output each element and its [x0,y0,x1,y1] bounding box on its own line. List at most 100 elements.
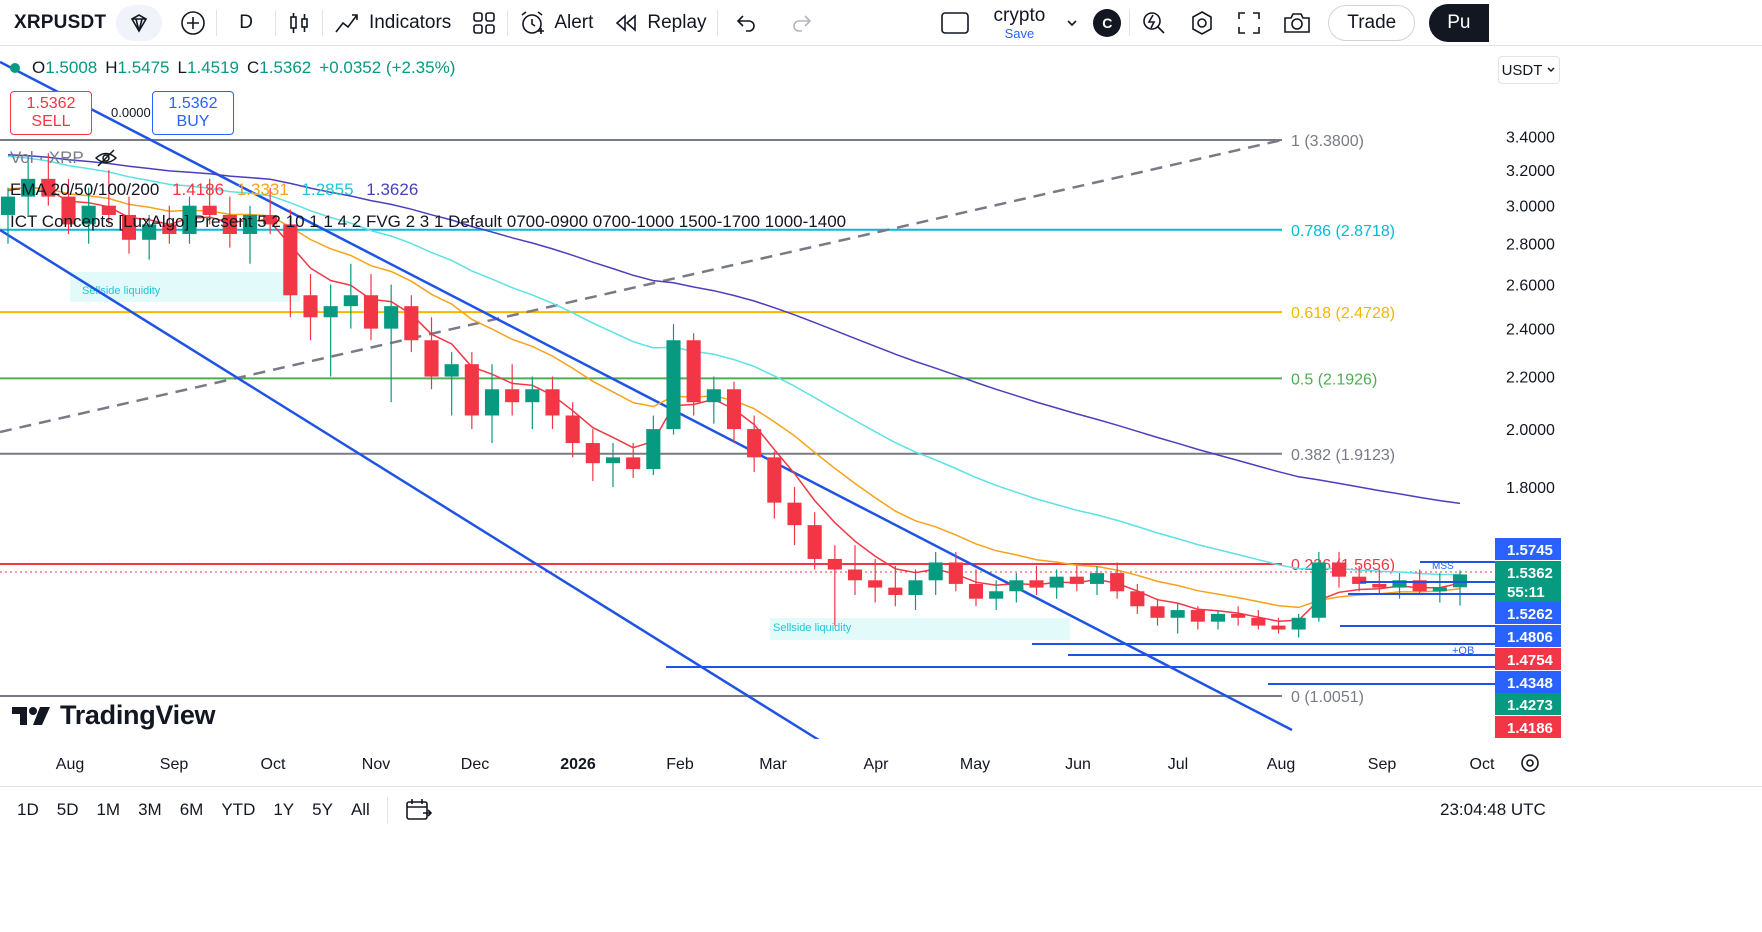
candle-body [686,340,701,403]
time-axis[interactable]: Aug Sep Oct Nov Dec 2026 Feb Mar Apr May Jun Jul Aug… [0,739,1762,785]
trade-button[interactable]: Trade [1328,4,1416,41]
ema200-line [7,154,1461,505]
go-to-date-button[interactable] [396,797,440,823]
candles [0,153,1468,638]
price-tick-label: 3.0000 [1506,199,1555,216]
price-badge [1495,561,1561,583]
candle-body [646,429,661,470]
candle-body [928,562,943,581]
utc-clock[interactable]: 23:04:48 UTC [1440,787,1546,833]
candle-body [1170,610,1185,618]
time-tick-label: Oct [1470,756,1495,773]
clock-time: 23:04:48 UTC [1440,800,1546,819]
price-badge-label: 1.5362 [1507,565,1553,582]
tradingview-logo-icon [12,706,50,725]
candle-body [1432,587,1447,592]
ict-indicator-legend[interactable]: ICT Concepts [LuxAlgo] Present 5 2 10 1 … [10,212,846,232]
candle-body [1251,617,1266,626]
high-value: 1.5475 [117,58,170,77]
indicators-button[interactable]: Indicators [323,0,461,46]
candle-body [384,306,399,329]
volume-indicator-legend[interactable]: Vol · XRP [10,148,118,168]
zone-label: Sellside liquidity [773,622,852,634]
low-value: 1.4519 [186,58,239,77]
alert-label: Alert [554,11,594,33]
eye-off-icon[interactable] [94,148,118,168]
market-status-dot [10,63,20,73]
redo-button[interactable] [774,0,830,46]
price-badge-label: 55:11 [1507,584,1545,601]
candle-body [989,591,1004,599]
candle-body [182,205,197,234]
fib-level-label: 0.618 (2.4728) [1291,305,1395,322]
price-badge [1495,716,1561,738]
candle-body [121,214,137,240]
price-badge [1495,648,1561,670]
price-badge [1495,580,1561,602]
snapshot-button[interactable] [1272,0,1322,46]
fullscreen-button[interactable] [1226,0,1272,46]
currency-selector[interactable]: USDT [1498,56,1560,84]
volume-label: Vol · XRP [10,148,84,167]
candle-body [787,502,802,526]
ict-levels [666,561,1495,685]
range-button-1d[interactable]: 1D [17,799,39,819]
fib-level-label: 0.5 (2.1926) [1291,371,1377,388]
candle-body [323,306,338,318]
candle-body [142,224,157,240]
candle-body [868,580,883,588]
candle-body [888,587,903,595]
trend-lines[interactable] [0,60,1495,744]
range-button-1y[interactable]: 1Y [273,799,295,819]
candle-body [1412,580,1427,592]
candle-body [283,224,298,296]
range-button-6m[interactable]: 6M [179,799,204,819]
range-button-all[interactable]: All [350,799,370,819]
time-tick-label: Jun [1065,756,1091,773]
undo-button[interactable] [718,0,774,46]
user-menu-button[interactable]: C [1085,0,1129,46]
price-tick-label: 2.2000 [1506,370,1555,387]
candle-body [1210,613,1226,622]
price-tick-label: 3.4000 [1506,130,1555,147]
range-button-5y[interactable]: 5Y [312,799,333,819]
price-badge-label: 1.5262 [1507,606,1553,623]
range-button-ytd[interactable]: YTD [221,799,256,819]
range-button-3m[interactable]: 3M [138,799,162,819]
buy-label: BUY [176,113,210,130]
ema-indicator-legend[interactable]: EMA 20/50/100/200 1.4186 1.3331 1.2855 1… [10,180,426,200]
trade-label: Trade [1347,11,1397,33]
range-button-5d[interactable]: 5D [56,799,79,819]
chevron-down-icon [1547,67,1555,73]
bottom-toolbar: 1D 5D 1M 3M 6M YTD 1Y 5Y All 23:04:48 UTC [0,786,1762,832]
publish-button[interactable]: Pu [1429,3,1490,42]
layout-menu-button[interactable] [1059,0,1085,46]
buy-button[interactable]: 1.5362 BUY [152,91,234,135]
calendar-range-icon [406,798,432,820]
compare-symbol-button[interactable] [116,4,163,41]
layout-toggle-button[interactable] [930,0,980,46]
quick-search-button[interactable] [1130,0,1178,46]
templates-button[interactable] [461,0,507,46]
chart-type-button[interactable] [276,0,322,46]
price-tick-label: 3.2000 [1506,163,1555,180]
alert-button[interactable]: Alert [508,0,603,46]
price-badge-label: 1.4273 [1507,697,1553,714]
add-symbol-button[interactable] [170,0,216,46]
replay-button[interactable]: Replay [603,0,716,46]
interval-button[interactable]: D [217,0,275,46]
chevron-down-icon [1067,19,1077,26]
candle-body [1110,573,1125,592]
time-tick-label: Apr [864,756,890,773]
layout-save-button[interactable]: crypto Save [980,0,1060,46]
range-button-1m[interactable]: 1M [96,799,121,819]
open-label: O [32,58,46,77]
zone-label: Sellside liquidity [82,285,161,297]
symbol-search[interactable]: XRPUSDT [4,5,116,41]
sell-button[interactable]: 1.5362 SELL [10,91,92,135]
indicators-icon [335,13,358,32]
settings-button[interactable] [1178,0,1226,46]
time-tick-label: Jul [1168,756,1188,773]
divider [1129,9,1131,36]
